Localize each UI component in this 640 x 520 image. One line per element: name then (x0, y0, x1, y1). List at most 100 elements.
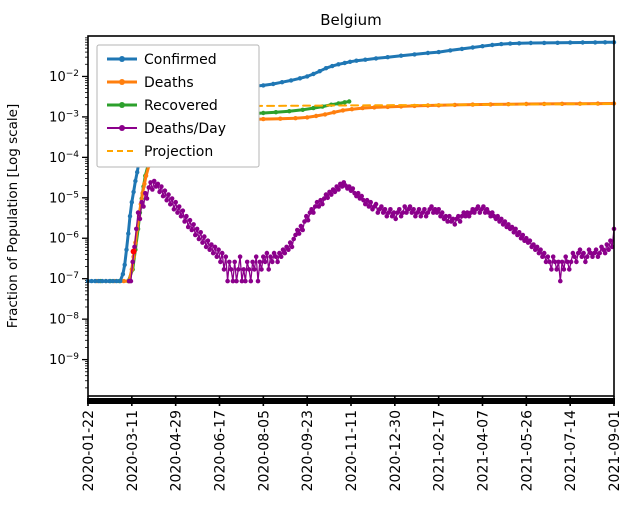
series-deaths-day-marker (457, 219, 463, 224)
series-deaths-day-marker (212, 244, 218, 250)
series-deaths-day-marker (268, 254, 273, 259)
series-deaths-day-marker (450, 216, 456, 222)
series-deaths-day-marker (282, 250, 288, 256)
series-confirmed-marker (363, 57, 368, 62)
series-deaths-day-marker (577, 247, 583, 252)
series-deaths-day-marker (325, 195, 331, 201)
series-confirmed-marker (470, 45, 475, 50)
legend-label-recovered: Recovered (144, 98, 218, 114)
series-deaths-day-marker (270, 259, 275, 265)
series-deaths-day-marker (382, 207, 388, 212)
series-deaths-day-marker (329, 192, 334, 197)
series-deaths-day-marker (411, 207, 416, 212)
legend-box (96, 44, 260, 168)
series-deaths-day-marker (237, 254, 243, 259)
series-deaths-day-marker (166, 192, 171, 197)
series-deaths-day-marker (164, 197, 169, 203)
series-recovered-marker (287, 109, 292, 114)
series-deaths-day-marker (203, 244, 209, 250)
series-confirmed-marker (305, 74, 310, 79)
series-confirmed-marker (107, 278, 112, 284)
series-confirmed-marker (555, 40, 560, 45)
x-tick-label: 2020-08-05 (256, 410, 272, 491)
series-confirmed-marker (373, 56, 379, 61)
series-deaths-day-marker (223, 254, 229, 259)
series-deaths-day-marker (601, 247, 606, 252)
series-deaths-day-marker (225, 278, 230, 284)
series-deaths-day-marker (275, 259, 280, 265)
series-confirmed-marker (124, 247, 129, 252)
series-deaths-day-marker (277, 250, 282, 256)
series-deaths-day-marker (202, 234, 207, 239)
series-confirmed-marker (412, 52, 417, 57)
series-deaths-day-marker (554, 267, 559, 272)
series-confirmed-marker (122, 262, 127, 267)
series-deaths-day-marker (289, 244, 295, 250)
series-deaths-day-marker (160, 193, 166, 199)
legend-label-deaths-day: Deaths/Day (144, 121, 226, 137)
series-deaths-day-marker (232, 259, 237, 265)
series-confirmed-marker (89, 278, 94, 284)
series-deaths-day-marker (252, 267, 257, 272)
series-deaths-day-marker (321, 196, 327, 201)
series-confirmed-marker (261, 83, 266, 88)
series-deaths-day-marker (264, 250, 270, 256)
series-confirmed-marker (490, 42, 495, 48)
series-deaths-day-marker (189, 227, 195, 233)
series-deaths-day-marker (531, 242, 536, 247)
series-deaths-day-marker (456, 213, 461, 219)
legend-marker-recovered (119, 102, 125, 108)
series-deaths-day-marker (597, 250, 602, 256)
series-deaths-day-marker (216, 247, 221, 252)
legend-label-projection: Projection (144, 144, 213, 160)
series-deaths-day-marker (475, 204, 481, 209)
series-deaths-day-marker (391, 210, 397, 215)
series-deaths-day-marker (595, 254, 601, 259)
series-deaths-day-marker (185, 224, 191, 230)
series-confirmed-marker (129, 200, 134, 205)
series-deaths-day-marker (443, 213, 449, 219)
y-tick-label: 10−8 (49, 312, 79, 328)
series-deaths-day-marker (180, 208, 186, 213)
series-confirmed-marker (127, 214, 133, 219)
series-deaths-day-marker (373, 201, 379, 207)
series-deaths-day-marker (280, 247, 286, 252)
series-deaths-day-marker (567, 267, 572, 272)
x-tick-label: 2020-06-17 (213, 410, 229, 491)
series-confirmed-marker (593, 40, 598, 45)
series-deaths-day-marker (298, 223, 304, 229)
series-deaths-day-marker (187, 217, 193, 223)
series-deaths-day-marker (559, 259, 565, 265)
series-deaths-day-marker (198, 230, 203, 235)
chart-title: Belgium (320, 11, 382, 29)
series-confirmed-marker (323, 66, 329, 71)
series-deaths-day-marker (511, 230, 517, 235)
series-deaths-day-marker (486, 210, 492, 215)
series-deaths-day-marker (339, 184, 345, 189)
series-deaths-day-marker (402, 204, 408, 209)
y-tick-label: 10−3 (49, 109, 79, 125)
series-deaths-day-marker (466, 213, 472, 219)
series-deaths-marker (142, 181, 147, 187)
series-deaths-marker (278, 116, 283, 121)
series-deaths-day-marker (584, 254, 590, 259)
series-confirmed-marker (580, 40, 585, 45)
series-deaths-day-marker (359, 193, 365, 199)
series-deaths-day-marker (368, 199, 374, 205)
series-deaths-day-marker (311, 210, 316, 215)
series-deaths-day-marker (219, 250, 225, 256)
series-deaths-day-marker (459, 213, 465, 219)
series-deaths-day-marker (579, 254, 585, 259)
series-deaths-day-marker (499, 216, 504, 222)
x-tick-label: 2021-09-01 (607, 410, 623, 491)
legend-label-deaths: Deaths (144, 75, 194, 91)
series-deaths-day-marker (304, 213, 309, 219)
series-recovered-marker (311, 105, 316, 111)
series-deaths-day-marker (581, 250, 586, 256)
highlight-point (130, 248, 137, 255)
series-deaths-day-marker (366, 204, 372, 209)
series-confirmed-marker (354, 58, 359, 63)
series-deaths-day-marker (227, 259, 232, 265)
series-deaths-day-marker (524, 235, 529, 241)
